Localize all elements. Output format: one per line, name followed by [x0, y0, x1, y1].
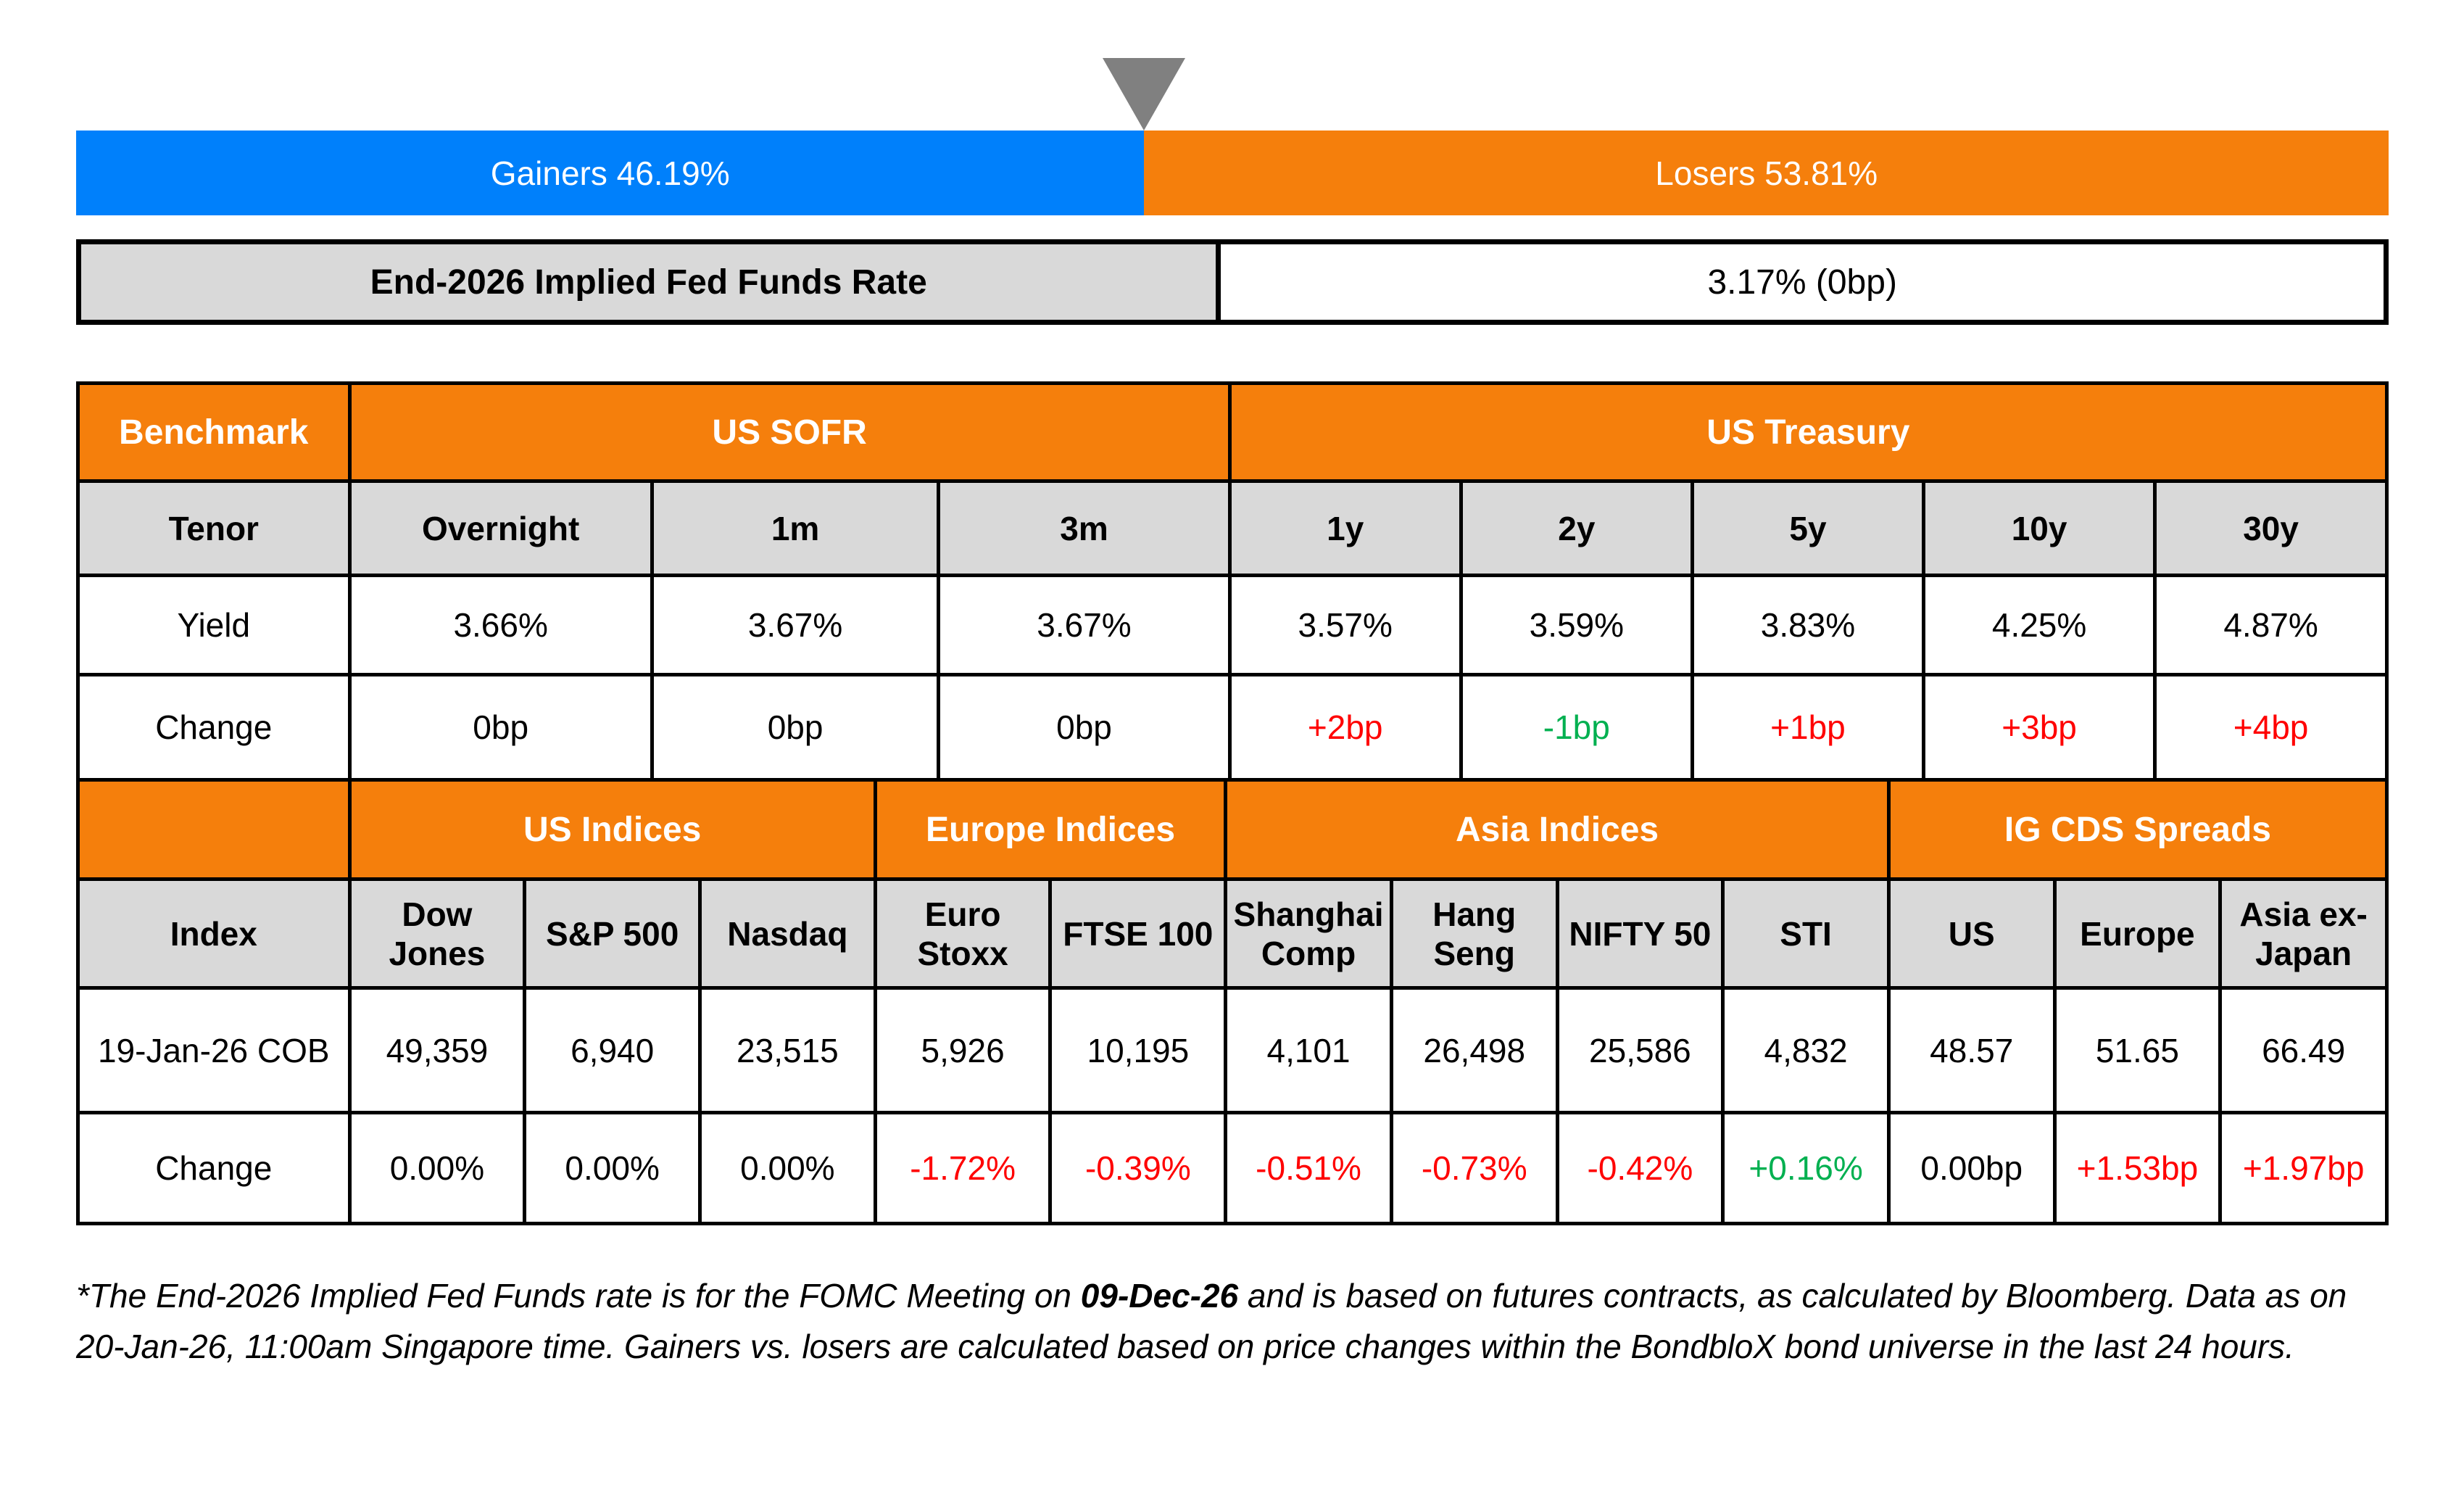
indices-group-header-row: US Indices Europe Indices Asia Indices I… [76, 778, 2389, 881]
yield-cell: 3.59% [1459, 574, 1694, 676]
benchmark-table: Benchmark US SOFR US Treasury Tenor Over… [76, 381, 2389, 782]
change-cell: +4bp [2153, 673, 2389, 782]
change-cell: 0.00% [698, 1111, 877, 1225]
index-value-cell: 10,195 [1048, 986, 1228, 1114]
tenor-cell: 30y [2153, 479, 2389, 577]
tenor-cell: 3m [937, 479, 1232, 577]
losers-segment: Losers 53.81% [1144, 131, 2389, 215]
group-header-ig-cds: IG CDS Spreads [1886, 778, 2389, 881]
index-value-cell: 5,926 [873, 986, 1053, 1114]
index-name-cell: Euro Stoxx [873, 877, 1053, 990]
change-cell: +2bp [1227, 673, 1463, 782]
gainers-label: Gainers 46.19% [490, 154, 730, 192]
index-name-cell: US [1886, 877, 2057, 990]
index-name-cell: Dow Jones [347, 877, 527, 990]
change-cell: -0.42% [1555, 1111, 1725, 1225]
change-cell: -1.72% [873, 1111, 1053, 1225]
index-name-header-row: Index Dow Jones S&P 500 Nasdaq Euro Stox… [76, 877, 2389, 990]
indices-change-row: Change 0.00% 0.00% 0.00% -1.72% -0.39% -… [76, 1111, 2389, 1225]
index-value-cell: 23,515 [698, 986, 877, 1114]
yield-cell: 4.25% [1922, 574, 2157, 676]
group-header-us-treasury: US Treasury [1227, 381, 2389, 483]
group-header-europe-indices: Europe Indices [873, 778, 1228, 881]
indices-table: US Indices Europe Indices Asia Indices I… [76, 778, 2389, 1225]
index-name-cell: FTSE 100 [1048, 877, 1228, 990]
benchmark-group-header-row: Benchmark US SOFR US Treasury [76, 381, 2389, 483]
yield-cell: 3.57% [1227, 574, 1463, 676]
yield-cell: 3.83% [1690, 574, 1926, 676]
change-cell: 0bp [650, 673, 941, 782]
footnote-part1: *The End-2026 Implied Fed Funds rate is … [76, 1277, 1081, 1315]
group-header-us-indices: US Indices [347, 778, 877, 881]
gainers-losers-bar: Gainers 46.19% Losers 53.81% [76, 131, 2389, 215]
index-value-cell: 4,832 [1721, 986, 1891, 1114]
change-cell: +1.97bp [2218, 1111, 2389, 1225]
yield-row-label: Yield [76, 574, 352, 676]
change-cell: 0.00% [347, 1111, 527, 1225]
index-value-cell: 51.65 [2052, 986, 2223, 1114]
change-cell: -0.39% [1048, 1111, 1228, 1225]
group-header-us-sofr: US SOFR [347, 381, 1232, 483]
indices-corner-cell [76, 778, 352, 881]
index-label-cell: Index [76, 877, 352, 990]
cob-values-row: 19-Jan-26 COB 49,359 6,940 23,515 5,926 … [76, 986, 2389, 1114]
yield-cell: 4.87% [2153, 574, 2389, 676]
gauge-marker-triangle-icon [1103, 58, 1186, 131]
index-name-cell: S&P 500 [523, 877, 702, 990]
change-cell: -0.51% [1224, 1111, 1393, 1225]
tenor-cell: 1m [650, 479, 941, 577]
change-row-label: Change [76, 1111, 352, 1225]
change-row-label: Change [76, 673, 352, 782]
fed-funds-value: 3.17% (0bp) [1216, 239, 2389, 325]
losers-label: Losers 53.81% [1655, 154, 1878, 192]
tenor-label-cell: Tenor [76, 479, 352, 577]
footnote-part2: and is based on futures contracts, as ca… [76, 1277, 2347, 1365]
index-name-cell: Shanghai Comp [1224, 877, 1393, 990]
fed-funds-strip: End-2026 Implied Fed Funds Rate 3.17% (0… [75, 239, 2389, 325]
footnote: *The End-2026 Implied Fed Funds rate is … [76, 1270, 2389, 1372]
index-name-cell: Hang Seng [1389, 877, 1559, 990]
tenor-cell: 10y [1922, 479, 2157, 577]
change-cell: 0bp [937, 673, 1232, 782]
change-cell: 0.00bp [1886, 1111, 2057, 1225]
fed-funds-label: End-2026 Implied Fed Funds Rate [75, 239, 1221, 325]
tenor-cell: 1y [1227, 479, 1463, 577]
tenor-header-row: Tenor Overnight 1m 3m 1y 2y 5y 10y 30y [76, 479, 2389, 577]
change-cell: -0.73% [1389, 1111, 1559, 1225]
benchmark-change-row: Change 0bp 0bp 0bp +2bp -1bp +1bp +3bp +… [76, 673, 2389, 782]
cob-row-label: 19-Jan-26 COB [76, 986, 352, 1114]
gainers-segment: Gainers 46.19% [76, 131, 1145, 215]
change-cell: 0bp [347, 673, 654, 782]
index-value-cell: 66.49 [2218, 986, 2389, 1114]
tenor-cell: Overnight [347, 479, 654, 577]
gauge-marker-row [76, 58, 2389, 131]
change-cell: +1bp [1690, 673, 1926, 782]
index-name-cell: Europe [2052, 877, 2223, 990]
group-header-asia-indices: Asia Indices [1224, 778, 1891, 881]
tenor-cell: 2y [1459, 479, 1694, 577]
index-name-cell: Nasdaq [698, 877, 877, 990]
index-value-cell: 25,586 [1555, 986, 1725, 1114]
index-name-cell: Asia ex-Japan [2218, 877, 2389, 990]
yield-cell: 3.67% [650, 574, 941, 676]
footnote-fomc-date: 09-Dec-26 [1080, 1277, 1239, 1315]
index-name-cell: STI [1721, 877, 1891, 990]
yield-row: Yield 3.66% 3.67% 3.67% 3.57% 3.59% 3.83… [76, 574, 2389, 676]
yield-cell: 3.67% [937, 574, 1232, 676]
change-cell: -1bp [1459, 673, 1694, 782]
yield-cell: 3.66% [347, 574, 654, 676]
index-value-cell: 4,101 [1224, 986, 1393, 1114]
change-cell: +0.16% [1721, 1111, 1891, 1225]
index-value-cell: 49,359 [347, 986, 527, 1114]
change-cell: 0.00% [523, 1111, 702, 1225]
change-cell: +1.53bp [2052, 1111, 2223, 1225]
benchmark-corner-cell: Benchmark [76, 381, 352, 483]
index-value-cell: 6,940 [523, 986, 702, 1114]
change-cell: +3bp [1922, 673, 2157, 782]
index-value-cell: 48.57 [1886, 986, 2057, 1114]
index-name-cell: NIFTY 50 [1555, 877, 1725, 990]
index-value-cell: 26,498 [1389, 986, 1559, 1114]
tenor-cell: 5y [1690, 479, 1926, 577]
